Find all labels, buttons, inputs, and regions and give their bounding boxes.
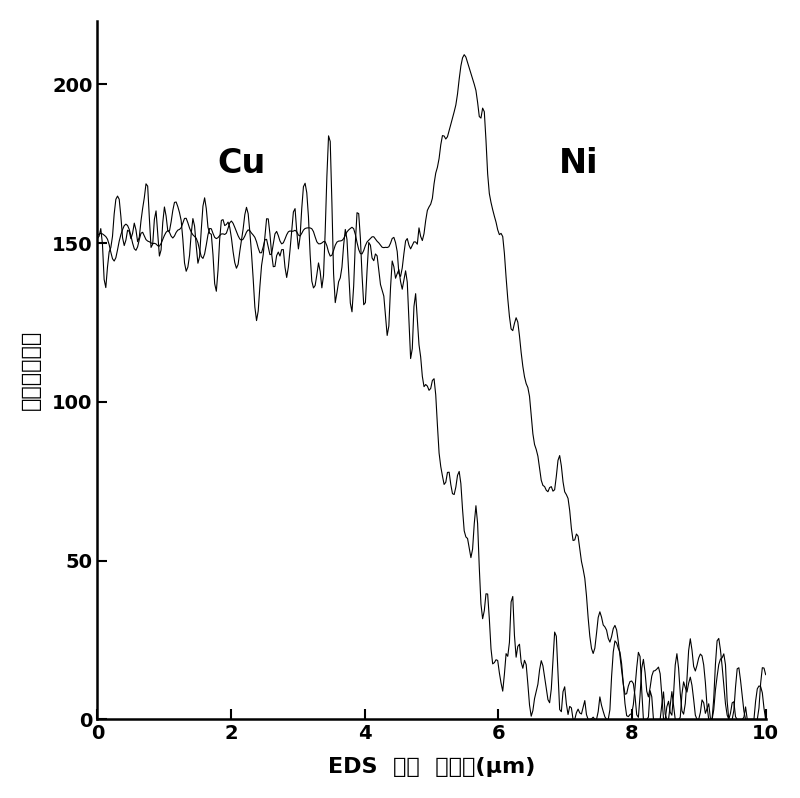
Text: Ni: Ni xyxy=(558,148,598,180)
Text: Cu: Cu xyxy=(218,148,266,180)
Y-axis label: 元素相对含量: 元素相对含量 xyxy=(21,330,41,410)
X-axis label: EDS  线扫  描距离(μm): EDS 线扫 描距离(μm) xyxy=(328,757,535,777)
